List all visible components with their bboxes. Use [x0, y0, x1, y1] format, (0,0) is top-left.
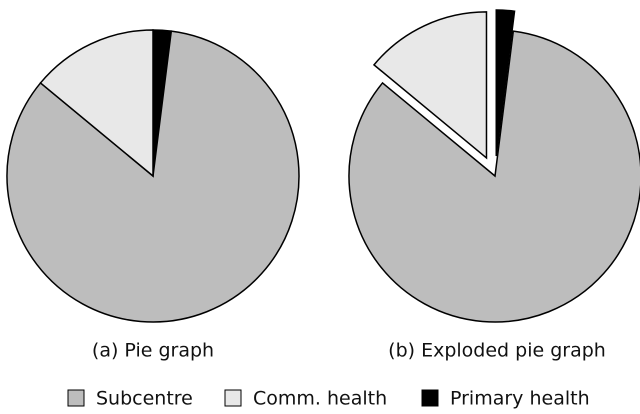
- legend-swatch: [67, 389, 85, 407]
- pie-slice: [39, 29, 154, 178]
- caption: (a) Pie graph: [92, 340, 214, 362]
- legend-label: Primary health: [450, 388, 590, 410]
- legend-swatch: [224, 389, 242, 407]
- pie-slice: [348, 30, 640, 323]
- pie-slice: [495, 9, 516, 157]
- legend-label: Subcentre: [96, 388, 193, 410]
- pie-slice: [372, 11, 488, 160]
- caption: (b) Exploded pie graph: [388, 340, 606, 362]
- legend-label: Comm. health: [253, 388, 387, 410]
- legend-swatch: [421, 389, 439, 407]
